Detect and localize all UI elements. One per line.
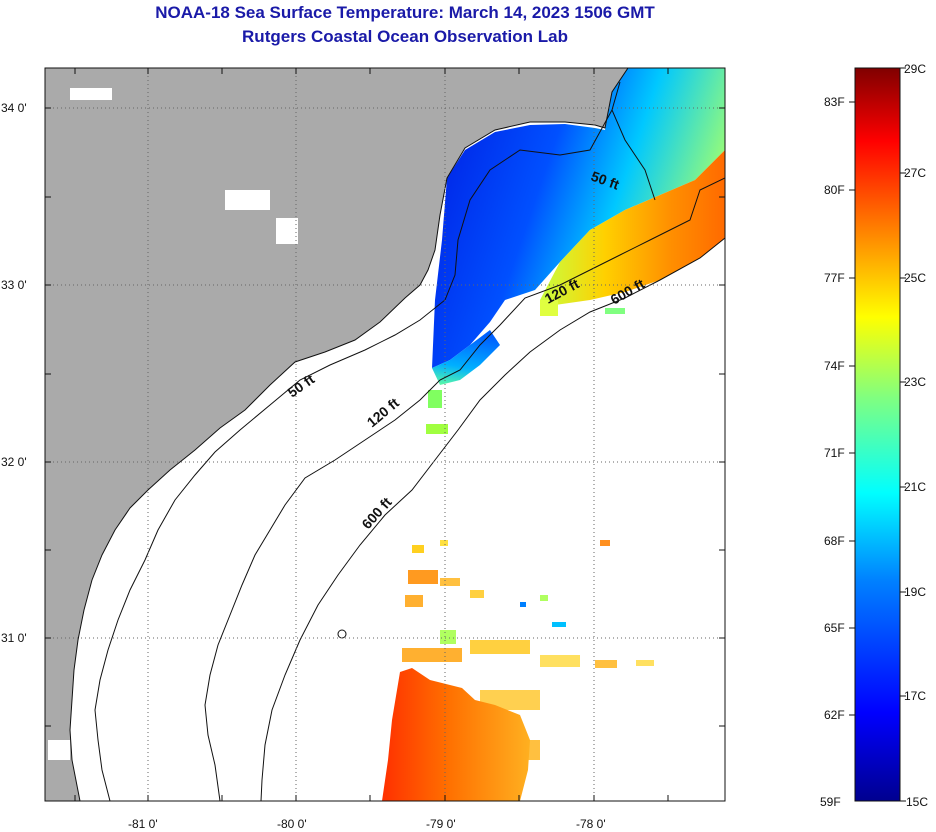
map-frame (44, 67, 726, 802)
lake (225, 190, 270, 210)
contour-50ft (94, 81, 656, 801)
lake (70, 88, 112, 100)
colorbar-label-c: 25C (904, 271, 926, 285)
colorbar-label-c: 27C (904, 166, 926, 180)
colorbar-label-f: 65F (824, 621, 845, 635)
lon-tick-label: -78 0' (576, 817, 606, 831)
sst-patch-warm-band (540, 150, 725, 305)
lat-tick-label: 31 0' (1, 631, 27, 645)
colorbar-label-f: 80F (824, 183, 845, 197)
sst-pixel (428, 390, 442, 408)
sst-pixel (605, 308, 625, 314)
lake (48, 740, 70, 760)
colorbar-label-c: 17C (904, 689, 926, 703)
colorbar-label-c: 15C (906, 795, 928, 809)
colorbar-label-f: 77F (824, 271, 845, 285)
coastline (69, 68, 629, 801)
sst-data-layer (382, 68, 725, 801)
land-mass (45, 68, 628, 801)
sst-patch-north (432, 68, 725, 368)
lat-tick-label: 33 0' (1, 278, 27, 292)
axis-ticks (45, 68, 725, 801)
colorbar-label-f: 74F (824, 359, 845, 373)
lake (276, 218, 298, 244)
colorbar-label-f: 68F (824, 534, 845, 548)
map-subtitle: Rutgers Coastal Ocean Observation Lab (242, 27, 568, 46)
lon-tick-label: -80 0' (277, 817, 307, 831)
map-title: NOAA-18 Sea Surface Temperature: March 1… (155, 3, 655, 22)
colorbar-label-c: 23C (904, 375, 926, 389)
colorbar-label-f: 71F (824, 446, 845, 460)
lat-tick-label: 32 0' (1, 455, 27, 469)
sst-patch-south (382, 668, 530, 801)
colorbar-label-f: 83F (824, 95, 845, 109)
colorbar-label-c: 29C (904, 62, 926, 76)
colorbar-label-f: 59F (820, 795, 841, 809)
contour-600ft (260, 237, 725, 801)
contour-120ft (204, 177, 725, 801)
colorbar-label-f: 62F (824, 708, 845, 722)
sst-pixel (426, 424, 448, 434)
lat-tick-label: 34 0' (1, 101, 27, 115)
colorbar-label-c: 21C (904, 480, 926, 494)
lon-tick-label: -79 0' (426, 817, 456, 831)
colorbar (854, 67, 901, 802)
graticule (45, 68, 725, 801)
sst-patch-nearshore (432, 330, 500, 385)
sst-pixel (540, 300, 558, 316)
colorbar-label-c: 19C (904, 585, 926, 599)
lon-tick-label: -81 0' (128, 817, 158, 831)
colorbar-ticks (849, 67, 906, 802)
